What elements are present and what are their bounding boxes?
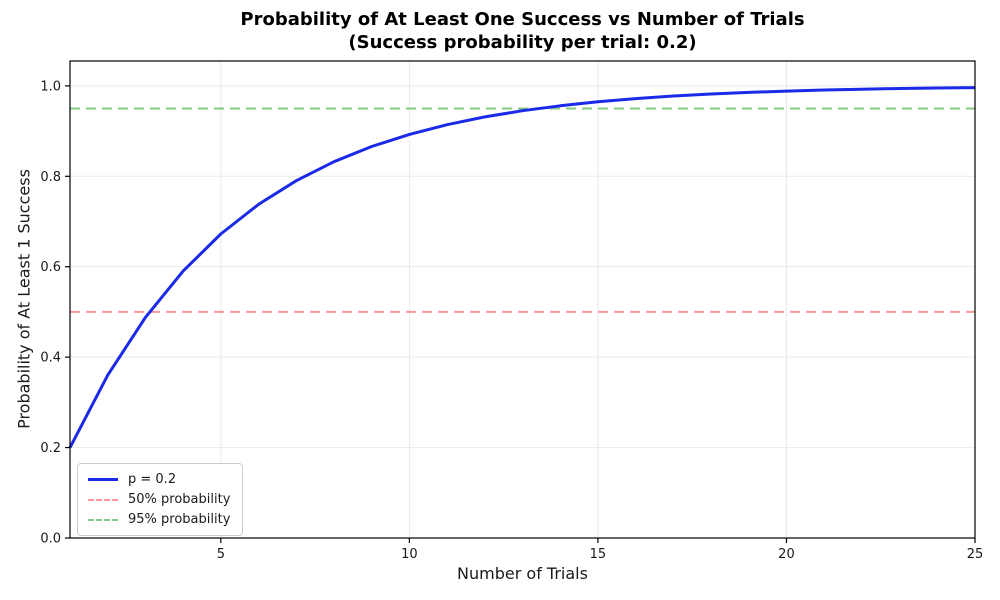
- legend-item-50pct: 50% probability: [88, 492, 230, 507]
- x-axis-label: Number of Trials: [457, 564, 588, 583]
- solid-line-swatch-icon: [88, 478, 118, 481]
- legend-label-95pct: 95% probability: [128, 512, 231, 527]
- y-tick-label: 0.4: [40, 351, 61, 366]
- series-line: [68, 86, 976, 449]
- x-tick-label: 20: [778, 547, 795, 562]
- y-tick-label: 0.0: [40, 532, 61, 547]
- y-tick-label: 0.2: [40, 441, 61, 456]
- legend: p = 0.2 50% probability 95% probability: [77, 463, 244, 536]
- chart-title-block: Probability of At Least One Success vs N…: [70, 8, 975, 54]
- legend-item-series: p = 0.2: [88, 472, 230, 487]
- x-tick-label: 5: [217, 547, 225, 562]
- y-tick-label: 1.0: [40, 79, 61, 94]
- chart-subtitle: (Success probability per trial: 0.2): [348, 32, 697, 53]
- y-axis-label: Probability of At Least 1 Success: [14, 169, 34, 429]
- y-tick-label: 0.8: [40, 170, 61, 185]
- plot-border: [69, 60, 976, 539]
- legend-label-series: p = 0.2: [128, 472, 177, 487]
- x-tick-label: 10: [401, 547, 418, 562]
- legend-label-50pct: 50% probability: [128, 492, 231, 507]
- legend-item-95pct: 95% probability: [88, 512, 230, 527]
- y-tick-label: 0.6: [40, 260, 61, 275]
- x-tick-label: 15: [590, 547, 607, 562]
- chart-title: Probability of At Least One Success vs N…: [240, 9, 805, 30]
- dashed-line-swatch-icon: [88, 518, 118, 521]
- x-tick-label: 25: [967, 547, 984, 562]
- dashed-line-swatch-icon: [88, 498, 118, 501]
